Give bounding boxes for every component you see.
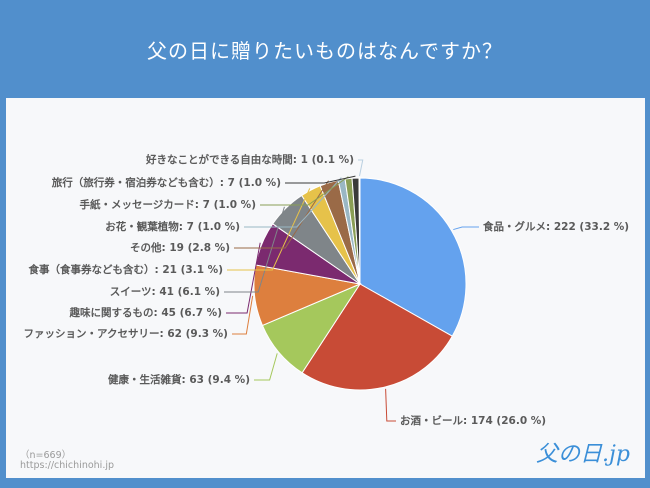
slice-label: 食事（食事券なども含む）: 21 (3.1 %) bbox=[28, 264, 224, 276]
leader-line bbox=[232, 295, 254, 335]
slice-label: スイーツ: 41 (6.1 %) bbox=[109, 286, 220, 298]
slice-label: ファッション・アクセサリー: 62 (9.3 %) bbox=[23, 328, 228, 340]
slice-label: 食品・グルメ: 222 (33.2 %) bbox=[483, 221, 630, 233]
leader-line bbox=[227, 188, 311, 271]
slice-label: その他: 19 (2.8 %) bbox=[130, 242, 230, 254]
leader-line bbox=[285, 175, 356, 184]
slice-label: 趣味に関するもの: 45 (6.7 %) bbox=[69, 307, 223, 319]
leader-line bbox=[260, 176, 349, 206]
pie-slice bbox=[359, 177, 467, 337]
leader-line bbox=[224, 206, 285, 293]
leader-line bbox=[226, 242, 261, 314]
pie-slice bbox=[358, 177, 361, 285]
leader-line bbox=[234, 180, 329, 249]
slice-label: お花・観葉植物: 7 (1.0 %) bbox=[105, 221, 240, 233]
slice-label: 健康・生活雑貨: 63 (9.4 %) bbox=[108, 374, 250, 386]
source-url: https://chichinohi.jp bbox=[20, 460, 115, 471]
slice-label: お酒・ビール: 174 (26.0 %) bbox=[400, 415, 547, 427]
leader-line bbox=[453, 226, 479, 231]
logo: 父の日.jp bbox=[536, 442, 630, 467]
leader-line bbox=[385, 388, 396, 422]
leader-line bbox=[244, 177, 342, 228]
pie-slice bbox=[301, 283, 453, 391]
slice-label: 旅行（旅行券・宿泊券なども含む）: 7 (1.0 %) bbox=[51, 177, 281, 189]
leader-line bbox=[254, 353, 278, 381]
slice-label: 好きなことができる自由な時間: 1 (0.1 %) bbox=[146, 154, 354, 166]
sample-size: （n=669） bbox=[20, 450, 72, 461]
page-title: 父の日に贈りたいものはなんですか？ bbox=[147, 38, 503, 63]
leader-line bbox=[358, 159, 364, 177]
slice-label: 手紙・メッセージカード: 7 (1.0 %) bbox=[79, 199, 256, 211]
